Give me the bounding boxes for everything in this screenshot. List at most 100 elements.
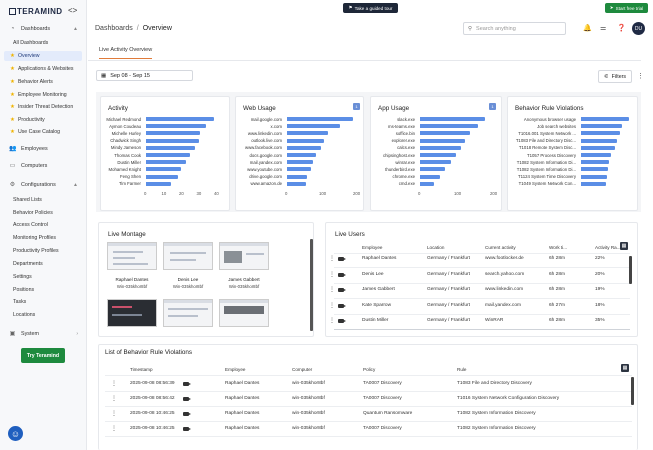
- bar[interactable]: [287, 124, 340, 129]
- row-menu-icon[interactable]: ⋮: [111, 396, 117, 402]
- bar[interactable]: [420, 181, 435, 186]
- avatar[interactable]: DU: [632, 22, 645, 35]
- bar[interactable]: [581, 145, 616, 150]
- teramind-logo[interactable]: TERAMIND: [9, 7, 62, 16]
- cell-employee[interactable]: James Gabbert: [362, 287, 395, 292]
- video-icon[interactable]: [338, 319, 346, 323]
- config-settings[interactable]: Settings: [13, 274, 32, 280]
- video-icon[interactable]: [338, 303, 346, 308]
- bar[interactable]: [146, 153, 190, 157]
- video-icon[interactable]: [338, 288, 346, 292]
- screen-thumbnail[interactable]: [163, 299, 213, 327]
- cell-employee[interactable]: Kate Sparrow: [362, 302, 392, 308]
- nav-configurations[interactable]: ⚙ Configurations ▲: [0, 179, 86, 190]
- bar[interactable]: [287, 138, 325, 143]
- row-menu-icon[interactable]: ⋮: [329, 271, 335, 278]
- screen-thumbnail[interactable]: [107, 242, 157, 270]
- bar[interactable]: [287, 167, 311, 172]
- row-menu-icon[interactable]: ⋮: [329, 287, 335, 293]
- bar[interactable]: [146, 117, 215, 121]
- bar[interactable]: [287, 145, 321, 150]
- config-behavior-policies[interactable]: Behavior Policies: [13, 210, 53, 216]
- screen-thumbnail[interactable]: [219, 299, 269, 327]
- cell-employee[interactable]: Raphael Dantes: [225, 426, 260, 431]
- nav-dashboards[interactable]: ◔ Dashboards ▲: [0, 23, 86, 34]
- bar[interactable]: [420, 153, 456, 157]
- video-icon[interactable]: [183, 427, 191, 431]
- nav-system[interactable]: ▣ System ›: [0, 328, 86, 339]
- date-range-picker[interactable]: ▦ Sep 08 - Sep 15: [96, 70, 193, 81]
- config-access-control[interactable]: Access Control: [13, 222, 48, 228]
- bar[interactable]: [146, 160, 187, 165]
- config-shared-lists[interactable]: Shared Lists: [13, 197, 42, 203]
- nav-computers[interactable]: ▭ Computers: [0, 160, 86, 171]
- try-teramind-button[interactable]: Try Teramind: [21, 348, 65, 363]
- video-icon[interactable]: [183, 412, 191, 416]
- column-header[interactable]: Employee: [225, 367, 246, 372]
- settings-sliders-icon[interactable]: ⚌: [600, 25, 607, 32]
- row-menu-icon[interactable]: ⋮: [329, 256, 335, 262]
- more-options-icon[interactable]: ⋮: [637, 73, 644, 80]
- bar[interactable]: [146, 138, 199, 143]
- bar[interactable]: [581, 160, 610, 165]
- row-menu-icon[interactable]: ⋮: [329, 318, 335, 324]
- config-tasks[interactable]: Tasks: [13, 299, 27, 305]
- bar[interactable]: [420, 160, 451, 165]
- column-settings-icon[interactable]: ▦: [620, 242, 628, 250]
- sidebar-item-productivity[interactable]: ★ Productivity: [0, 115, 86, 125]
- search-input[interactable]: ⚲ Search anything: [463, 22, 566, 35]
- help-icon[interactable]: ❓: [617, 25, 626, 32]
- config-productivity-profiles[interactable]: Productivity Profiles: [13, 248, 59, 254]
- bar[interactable]: [581, 138, 618, 143]
- accessibility-icon[interactable]: ☺: [8, 426, 23, 441]
- column-header[interactable]: Timestamp: [130, 367, 153, 372]
- cell-employee[interactable]: Raphael Dantes: [225, 411, 260, 416]
- bar[interactable]: [581, 131, 620, 136]
- video-icon[interactable]: [183, 397, 191, 401]
- cell-employee[interactable]: Raphael Dantes: [362, 256, 397, 261]
- video-icon[interactable]: [338, 257, 346, 261]
- config-locations[interactable]: Locations: [13, 312, 36, 318]
- screen-thumbnail[interactable]: [163, 242, 213, 270]
- column-header[interactable]: Work ti...: [549, 245, 568, 250]
- sidebar-item-insider-threat[interactable]: ★ Insider Threat Detection: [0, 102, 86, 112]
- bar[interactable]: [146, 131, 201, 136]
- sidebar-item-overview[interactable]: ★ Overview: [4, 51, 82, 61]
- bar[interactable]: [146, 124, 206, 129]
- bar[interactable]: [146, 167, 181, 172]
- column-header[interactable]: Current activity: [485, 245, 516, 250]
- bar[interactable]: [287, 181, 306, 186]
- video-icon[interactable]: [338, 272, 346, 277]
- sidebar-item-all-dashboards[interactable]: All Dashboards: [0, 38, 86, 48]
- scrollbar[interactable]: [631, 377, 634, 405]
- column-header[interactable]: Rule: [457, 367, 467, 372]
- nav-employees[interactable]: 👥 Employees: [0, 143, 86, 154]
- sidebar-item-behavior-alerts[interactable]: ★ Behavior Alerts: [0, 77, 86, 87]
- cell-employee[interactable]: Raphael Dantes: [225, 381, 260, 386]
- column-header[interactable]: Location: [427, 245, 445, 250]
- sidebar-item-employee-monitoring[interactable]: ★ Employee Monitoring: [0, 90, 86, 100]
- bar[interactable]: [420, 167, 446, 172]
- config-positions[interactable]: Positions: [13, 287, 35, 293]
- bar[interactable]: [581, 174, 608, 179]
- bar[interactable]: [581, 153, 611, 157]
- row-menu-icon[interactable]: ⋮: [111, 411, 117, 417]
- column-header[interactable]: Policy: [363, 367, 376, 372]
- guided-tour-button[interactable]: ⚑ Take a guided tour: [343, 3, 398, 13]
- filter-badge-icon[interactable]: 1: [489, 103, 496, 110]
- bar[interactable]: [287, 131, 328, 136]
- column-header[interactable]: Activity Ra...: [595, 245, 621, 250]
- cell-employee[interactable]: Raphael Dantes: [225, 396, 260, 401]
- tab-live-activity-overview[interactable]: Live Activity Overview: [99, 47, 153, 59]
- bar[interactable]: [581, 167, 609, 172]
- breadcrumb-root[interactable]: Dashboards: [95, 25, 133, 32]
- bar[interactable]: [146, 145, 195, 150]
- bar[interactable]: [146, 181, 171, 186]
- filter-badge-icon[interactable]: 1: [353, 103, 360, 110]
- bar[interactable]: [287, 153, 316, 157]
- bar[interactable]: [287, 117, 354, 121]
- bar[interactable]: [420, 145, 462, 150]
- screen-thumbnail[interactable]: [107, 299, 157, 327]
- bar[interactable]: [420, 174, 440, 179]
- config-departments[interactable]: Departments: [13, 261, 43, 267]
